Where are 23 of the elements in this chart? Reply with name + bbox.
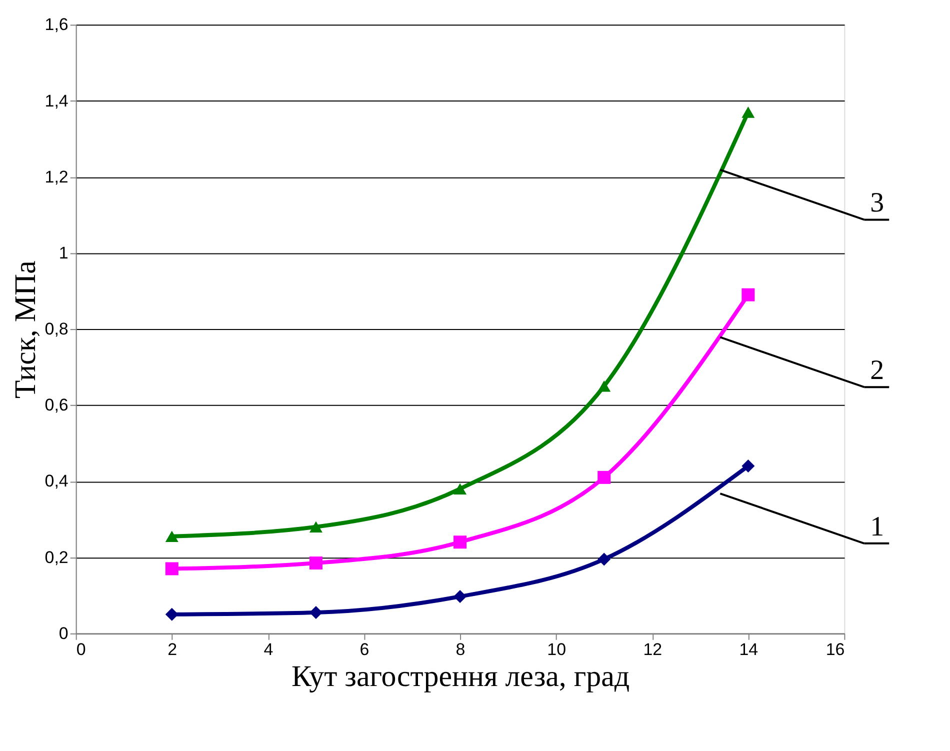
y-tick-label: 0,4 (44, 472, 68, 491)
y-tick-label: 0,8 (44, 320, 68, 339)
text: 2 (870, 355, 884, 386)
x-tick-label: 0 (76, 640, 86, 659)
x-tick-label: 8 (456, 640, 466, 659)
x-tick-label: 14 (739, 640, 758, 659)
x-tick-label: 6 (360, 640, 370, 659)
x-tick-label: 2 (168, 640, 178, 659)
y-tick-label: 1,6 (44, 15, 68, 34)
y-tick-label: 0,2 (44, 548, 68, 567)
text: 3 (870, 188, 884, 219)
y-axis-title: Тиск, МПа (8, 260, 42, 398)
x-tick-label: 10 (547, 640, 566, 659)
y-tick-label: 1 (58, 243, 68, 262)
y-tick-label: 0 (58, 624, 68, 643)
x-axis-title: Кут загострення леза, град (291, 660, 630, 693)
x-tick-label: 12 (643, 640, 662, 659)
x-tick-label: 4 (264, 640, 274, 659)
x-tick-label: 16 (826, 640, 845, 659)
text: 1 (870, 511, 884, 542)
y-tick-label: 0,6 (44, 396, 68, 415)
y-tick-label: 1,2 (44, 167, 68, 186)
y-tick-label: 1,4 (44, 91, 68, 110)
